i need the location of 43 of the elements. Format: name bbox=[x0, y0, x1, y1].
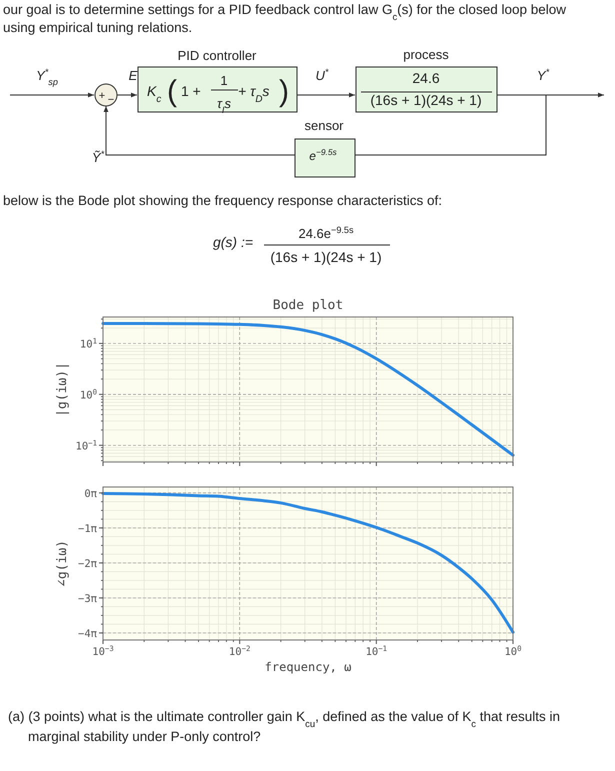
text: − bbox=[108, 94, 114, 106]
text: τ$_{I}$s bbox=[217, 96, 232, 115]
text: 24.6 bbox=[412, 70, 440, 86]
y-tick-label: −2π bbox=[78, 558, 98, 570]
x-tick-label: 10$^{0}$ bbox=[504, 644, 522, 658]
x-tick-label: 10$^{−2}$ bbox=[228, 644, 250, 658]
text: 1 bbox=[220, 73, 228, 88]
text: sensor bbox=[304, 118, 344, 133]
text: (16s + 1)(24s + 1) bbox=[370, 92, 482, 108]
x-tick-label: 10$^{−1}$ bbox=[366, 644, 388, 658]
text: PID controller bbox=[178, 48, 258, 63]
text: g(s) := bbox=[212, 234, 254, 250]
y-tick-label: −4π bbox=[78, 628, 98, 640]
text: ) bbox=[279, 75, 289, 108]
y-axis-title: ∠g(iω) bbox=[55, 540, 70, 587]
text: 1 + bbox=[181, 83, 201, 99]
text: K$_{c}$ bbox=[147, 83, 162, 104]
y-axis-title: |g(iω)| bbox=[55, 362, 70, 417]
y-tick-label: 10$^{−1}$ bbox=[76, 438, 97, 452]
text: Ỹ$^{*}$ bbox=[92, 149, 105, 165]
text: process bbox=[403, 47, 450, 62]
x-tick-label: 10$^{−3}$ bbox=[92, 644, 114, 658]
y-tick-label: 10$^{0}$ bbox=[80, 386, 97, 402]
y-tick-label: −3π bbox=[78, 592, 98, 605]
y-tick-label: 10$^{1}$ bbox=[80, 336, 97, 350]
text: 24.6e$^{−9.5s}$ bbox=[298, 225, 354, 241]
text: (a) (3 points) what is the ultimate controller gain K$_{cu}$, defined as the value of K$_{c}$ that results in bbox=[8, 709, 560, 730]
text: using empirical tuning relations. bbox=[3, 20, 192, 35]
text: U$^{*}$ bbox=[316, 67, 329, 83]
text: ( bbox=[167, 75, 177, 108]
text: e$^{−9.5s}$ bbox=[309, 147, 338, 163]
x-axis-title: frequency, ω bbox=[264, 660, 352, 674]
y-tick-label: −1π bbox=[78, 522, 98, 535]
text: + τ$_{D}$s bbox=[238, 83, 270, 104]
text: marginal stability under P-only control? bbox=[28, 729, 261, 744]
y-tick-label: 0π bbox=[84, 488, 98, 500]
text: below is the Bode plot showing the frequency response characteristics of: bbox=[3, 193, 442, 208]
text: + bbox=[98, 90, 106, 102]
text: Y$^{*}$ bbox=[536, 67, 550, 83]
text: E bbox=[128, 68, 138, 83]
chart-title: Bode plot bbox=[272, 298, 344, 313]
text: our goal is to determine settings for a PID feedback control law G$_{c}$(s) for the closed loop below bbox=[3, 2, 566, 22]
text: (16s + 1)(24s + 1) bbox=[270, 249, 382, 265]
